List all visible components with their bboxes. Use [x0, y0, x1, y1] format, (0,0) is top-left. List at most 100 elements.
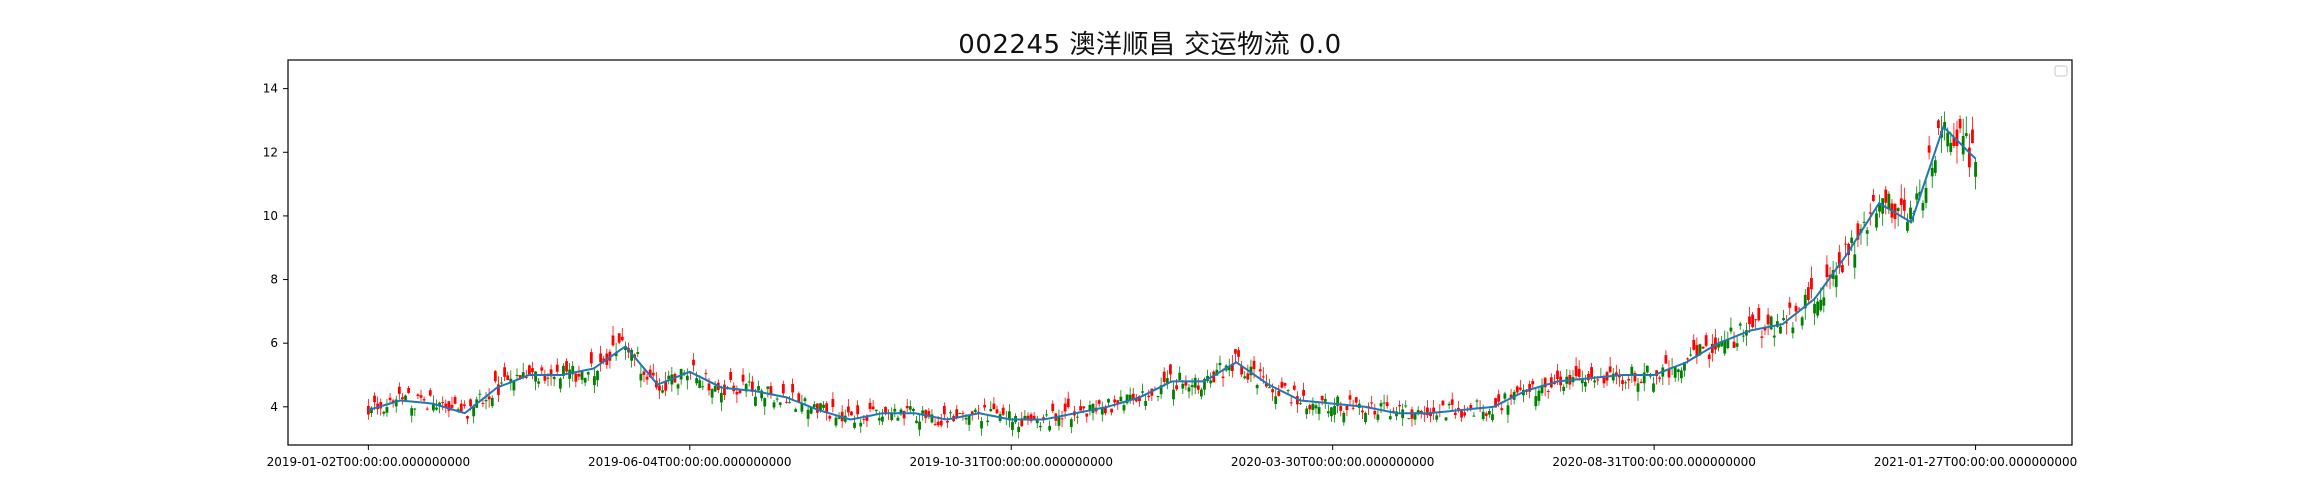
- candle-body: [1187, 387, 1191, 392]
- candle-body: [1042, 417, 1045, 420]
- candle-body: [1190, 385, 1194, 388]
- candle-body: [1339, 405, 1343, 411]
- candle-body: [1066, 398, 1070, 408]
- candle-body: [444, 403, 448, 408]
- candle-body: [794, 409, 798, 412]
- candle-body: [1577, 368, 1581, 377]
- candle-body: [497, 384, 500, 395]
- candle-body: [1862, 221, 1866, 223]
- candle-body: [1602, 377, 1606, 384]
- candle-body: [1082, 406, 1086, 409]
- candle-body: [546, 377, 550, 379]
- candle-body: [977, 411, 980, 413]
- candle-body: [1447, 403, 1451, 406]
- candle-body: [769, 386, 773, 394]
- candle-body: [1621, 380, 1624, 384]
- candle-body: [881, 416, 884, 422]
- candle-body: [1633, 373, 1637, 382]
- candle-body: [1503, 393, 1507, 399]
- candle-body: [562, 365, 565, 376]
- x-tick-label: 2020-03-30T00:00:00.000000000: [1231, 455, 1435, 469]
- candle-body: [537, 381, 541, 384]
- candle-body: [936, 421, 940, 426]
- candle-body: [729, 372, 733, 380]
- candle-body: [1630, 366, 1634, 375]
- candle-body: [428, 390, 432, 396]
- candle-body: [964, 417, 968, 420]
- candle-body: [1354, 397, 1358, 403]
- candle-body: [1921, 202, 1925, 211]
- candle-body: [1580, 379, 1584, 384]
- candle-body: [1038, 425, 1042, 428]
- candle-body: [1048, 425, 1052, 431]
- candle-body: [676, 384, 680, 389]
- x-tick-label: 2019-06-04T00:00:00.000000000: [588, 455, 792, 469]
- candle-body: [1286, 390, 1290, 392]
- candle-body: [822, 404, 825, 408]
- candle-body: [630, 349, 633, 361]
- candle-body: [930, 414, 934, 423]
- y-tick-label: 14: [263, 82, 278, 96]
- candle-body: [524, 377, 528, 379]
- candle-body: [1295, 396, 1299, 405]
- candle-body: [704, 373, 708, 375]
- candle-body: [1909, 207, 1912, 220]
- candle-body: [1469, 405, 1473, 409]
- candle-body: [797, 393, 801, 402]
- candle-body: [1131, 393, 1135, 401]
- candle-body: [1775, 321, 1779, 327]
- candle-body: [1385, 402, 1389, 407]
- candle-body: [1172, 389, 1175, 400]
- candle-body: [1292, 385, 1296, 390]
- candle-body: [1757, 308, 1761, 321]
- candle-body: [1320, 395, 1324, 401]
- candle-body: [1735, 343, 1739, 347]
- candle-body: [921, 410, 925, 414]
- candle-body: [664, 381, 668, 391]
- candle-body: [1593, 380, 1597, 383]
- candle-body: [1119, 396, 1123, 402]
- candle-body: [549, 369, 553, 377]
- candle-body: [1165, 378, 1169, 384]
- candle-body: [865, 415, 869, 421]
- candle-body: [1011, 421, 1014, 430]
- chart-title: 002245 澳洋顺昌 交运物流 0.0: [958, 30, 1342, 60]
- candle-body: [1667, 368, 1671, 378]
- candle-body: [1871, 194, 1875, 202]
- candle-body: [853, 422, 856, 428]
- candle-body: [1020, 418, 1024, 427]
- candle-body: [850, 411, 853, 416]
- candle-body: [1345, 405, 1349, 411]
- candle-body: [586, 372, 590, 375]
- candle-body: [1422, 413, 1426, 415]
- candle-body: [1450, 399, 1454, 405]
- y-tick-label: 10: [263, 209, 278, 223]
- candle-body: [1714, 337, 1717, 350]
- candle-body: [1500, 408, 1504, 411]
- y-tick-label: 4: [270, 400, 278, 414]
- candle-body: [1710, 343, 1714, 353]
- candle-body: [623, 346, 627, 350]
- candle-body: [1361, 410, 1364, 413]
- candle-body: [1506, 405, 1510, 415]
- candle-body: [410, 408, 414, 416]
- candle-body: [1509, 394, 1513, 399]
- candle-body: [1543, 377, 1547, 388]
- candle-body: [1837, 252, 1841, 268]
- candle-body: [754, 396, 757, 406]
- candle-body: [1035, 418, 1039, 424]
- candle-body: [942, 405, 946, 415]
- candle-body: [1562, 386, 1566, 391]
- candle-body: [933, 423, 937, 425]
- candle-body: [831, 398, 835, 408]
- candle-body: [1868, 212, 1872, 214]
- candle-body: [388, 397, 392, 401]
- candle-body: [422, 399, 426, 401]
- candle-body: [466, 416, 469, 419]
- candle-body: [1732, 341, 1736, 348]
- candle-body: [1218, 362, 1222, 366]
- candle-body: [1556, 370, 1559, 379]
- candle-body: [1618, 376, 1621, 378]
- candle-body: [407, 388, 411, 393]
